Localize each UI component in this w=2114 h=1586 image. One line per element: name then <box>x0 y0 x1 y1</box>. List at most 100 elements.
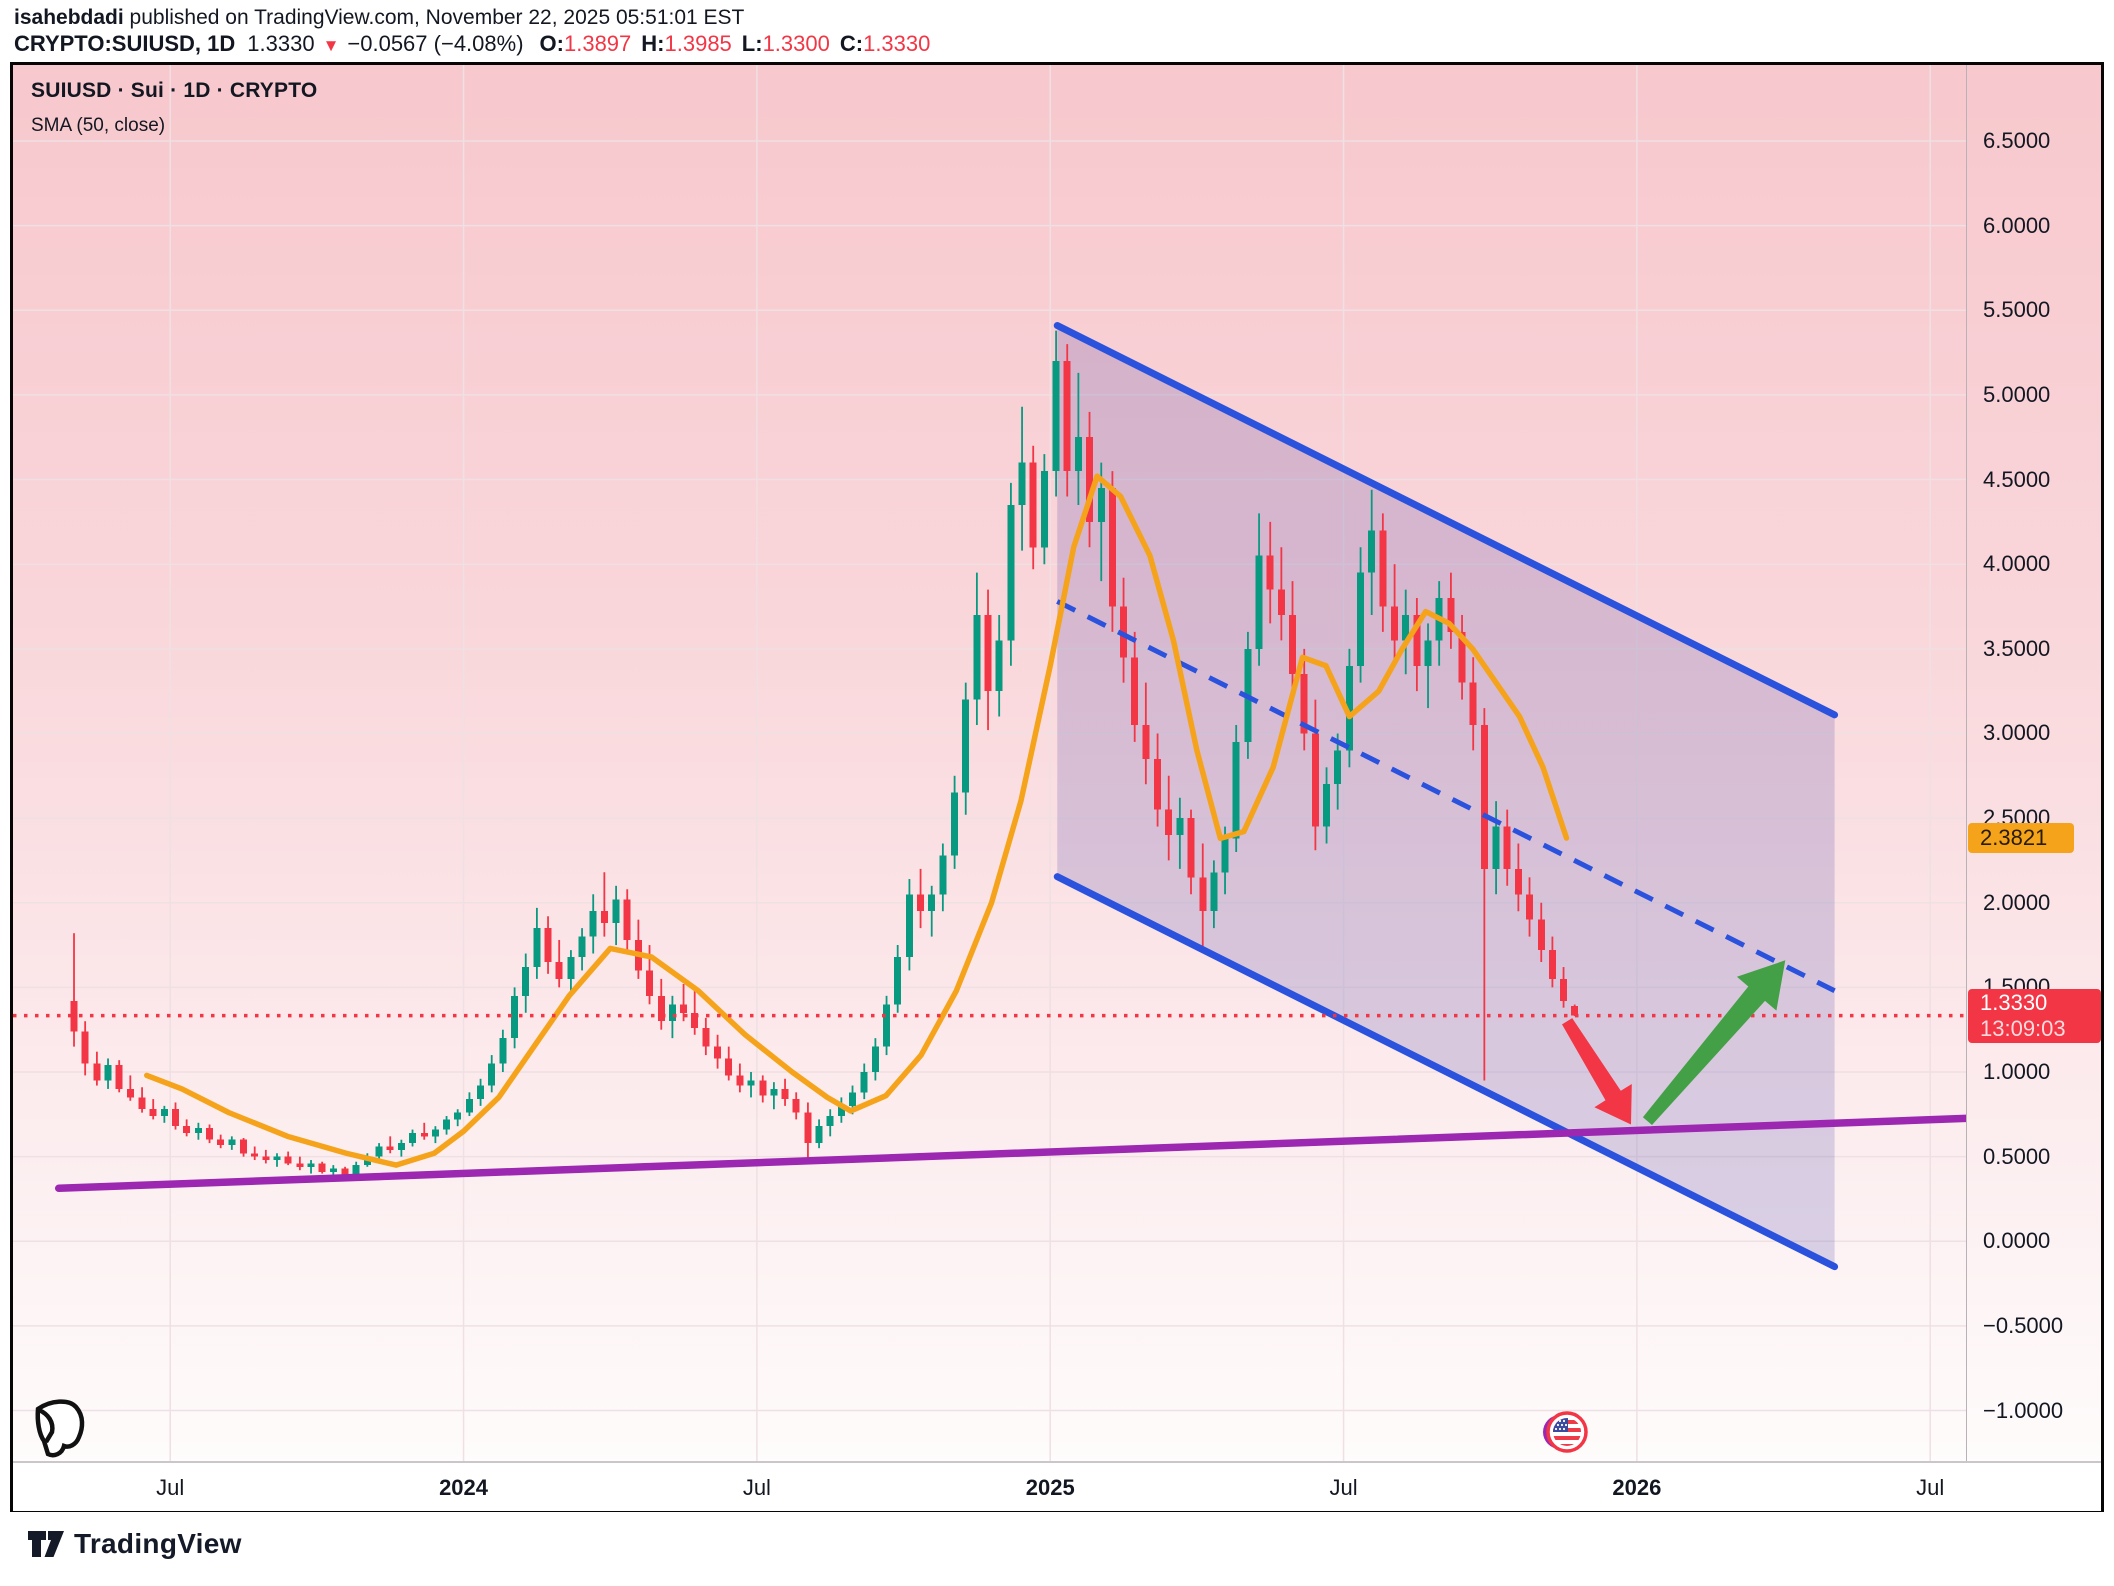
time-tick-label: Jul <box>1329 1475 1358 1500</box>
us-flag-event-marker[interactable] <box>1543 1410 1589 1454</box>
candle-body <box>781 1088 789 1100</box>
tradingview-logo[interactable]: TradingView <box>28 1528 242 1560</box>
price-chart[interactable] <box>13 65 1966 1461</box>
candle-body <box>194 1127 202 1133</box>
candle-body <box>1165 809 1173 836</box>
candle-body <box>284 1156 292 1164</box>
candle-body <box>714 1046 722 1059</box>
legend-sma-indicator[interactable]: SMA (50, close) <box>31 115 166 136</box>
candle-body <box>1063 361 1071 472</box>
price-tick-label: 6.5000 <box>1983 128 2051 153</box>
candle-body <box>1289 614 1297 675</box>
support-trendline[interactable] <box>55 1114 1966 1193</box>
candle-body <box>352 1165 360 1177</box>
bar-countdown: 13:09:03 <box>1980 1015 2066 1041</box>
candle-body <box>511 995 519 1039</box>
legend-symbol[interactable]: SUIUSD · Sui · 1D · CRYPTO <box>31 79 318 102</box>
candle-body <box>567 956 575 979</box>
green-up-arrow[interactable] <box>1642 960 1786 1125</box>
watermark-logo-outline-icon <box>35 1399 85 1458</box>
candle-body <box>612 899 620 924</box>
candle-body <box>1571 1006 1579 1016</box>
sma-line <box>144 473 1570 1168</box>
candle-body <box>589 911 597 937</box>
candle-body <box>691 1012 699 1028</box>
parallel-channel-fill <box>1057 325 1835 1267</box>
candle-body <box>792 1099 800 1113</box>
candle-body <box>646 970 654 996</box>
price-tick-label: 3.0000 <box>1983 720 2051 746</box>
candle-body <box>815 1126 823 1144</box>
candle-body <box>1108 488 1116 607</box>
candle-body <box>759 1080 767 1096</box>
candle-body <box>736 1075 744 1086</box>
price-tick-label: 5.5000 <box>1983 297 2051 323</box>
candle-body <box>555 961 563 979</box>
channel-midline-dashed <box>1056 599 1836 993</box>
candle-body <box>894 956 902 1005</box>
candle-body <box>1492 826 1500 869</box>
candle-body <box>1537 919 1545 951</box>
publish-header: isahebdadi published on TradingView.com,… <box>14 6 744 30</box>
down-triangle-icon: ▼ <box>322 36 340 55</box>
candle-body <box>951 792 959 856</box>
candle-body <box>1029 462 1037 548</box>
candle-body <box>477 1085 485 1100</box>
candle-body <box>657 995 665 1022</box>
candle-body <box>600 911 608 924</box>
last-price-label: 1.3330 13:09:03 <box>1968 988 2101 1043</box>
candle-body <box>849 1092 857 1106</box>
candle-body <box>905 894 913 957</box>
symbol-status-line: CRYPTO:SUIUSD, 1D 1.3330 ▼ −0.0567 (−4.08%)… <box>14 31 940 57</box>
time-axis[interactable]: Jul 2024 Jul 2025 Jul 2026 Jul <box>13 1461 2101 1511</box>
candle-body <box>1526 894 1534 920</box>
candle-body <box>804 1112 812 1144</box>
candle-body <box>1548 950 1556 979</box>
candle-body <box>251 1153 259 1157</box>
candle-body <box>1040 471 1048 548</box>
candle-body <box>206 1127 214 1140</box>
candle-body <box>115 1065 123 1089</box>
candle-body <box>420 1132 428 1137</box>
candle-body <box>296 1163 304 1167</box>
candle-body <box>1323 784 1331 827</box>
channel-lower-line <box>1053 873 1839 1271</box>
candle-body <box>1199 877 1207 912</box>
candle-body <box>837 1105 845 1117</box>
candle-body <box>1154 758 1162 810</box>
candle-body <box>770 1088 778 1096</box>
candle-body <box>341 1168 349 1177</box>
candle-body <box>1007 504 1015 641</box>
candle-body <box>1074 437 1082 472</box>
close-value: 1.3330 <box>863 31 931 56</box>
candle-body <box>104 1065 112 1081</box>
candle-body <box>443 1119 451 1130</box>
red-down-arrow[interactable] <box>1562 1018 1632 1125</box>
candle-body <box>995 640 1003 692</box>
candle-body <box>454 1112 462 1120</box>
time-tick-label: Jul <box>1916 1475 1945 1500</box>
candle-body <box>1232 741 1240 839</box>
candle-body <box>172 1109 180 1127</box>
open-label: O: <box>539 31 564 56</box>
candle-body <box>1402 614 1410 641</box>
price-tick-label: 4.0000 <box>1983 551 2051 577</box>
candle-body <box>262 1156 270 1161</box>
candle-body <box>488 1063 496 1086</box>
candle-body <box>307 1163 315 1167</box>
candle-body <box>1097 488 1105 522</box>
candle-body <box>1458 631 1466 683</box>
price-chart-pane[interactable]: SUIUSD · Sui · 1D · CRYPTO SMA (50, clos… <box>13 65 1966 1461</box>
candle-body <box>1334 750 1342 785</box>
candle-body <box>318 1163 326 1172</box>
candle-body <box>1052 361 1060 472</box>
candle-body <box>1424 640 1432 666</box>
open-value: 1.3897 <box>563 31 632 56</box>
sma-value-label: 2.3821 <box>1968 823 2074 854</box>
candle-body <box>375 1146 383 1157</box>
price-tick-label: −0.5000 <box>1983 1312 2064 1338</box>
price-axis[interactable]: 6.5000 6.0000 5.5000 5.0000 4.5000 4.0000 3.50… <box>1966 65 2102 1461</box>
candle-body <box>1221 838 1229 873</box>
candle-body <box>725 1058 733 1076</box>
